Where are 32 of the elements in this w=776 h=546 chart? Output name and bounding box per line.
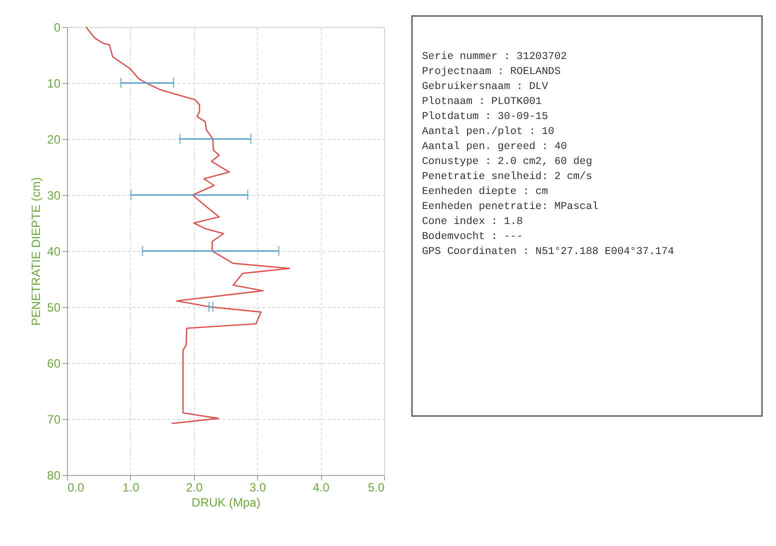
y-axis-title: PENETRATIE DIEPTE (cm): [29, 177, 44, 326]
line-series: [85, 26, 290, 424]
x-tick-label: 2.0: [186, 480, 203, 494]
text: Aantal pen. gereed : 40: [422, 141, 567, 153]
x-tick-label: 0.0: [68, 480, 85, 494]
text: Conustype : 2.0 cm2, 60 deg: [422, 156, 592, 168]
y-tick-label: 60: [47, 356, 61, 370]
text: Plotnaam : PLOTK001: [422, 96, 542, 108]
text: Eenheden penetratie: MPascal: [422, 201, 598, 213]
x-axis-title: DRUK (Mpa): [192, 496, 260, 510]
x-tick-label: 1.0: [122, 480, 140, 494]
text: Cone index : 1.8: [422, 216, 523, 228]
text: Bodemvocht : ---: [422, 231, 523, 243]
x-tick-label: 4.0: [312, 480, 330, 494]
text: Plotdatum : 30-09-15: [422, 111, 548, 123]
y-tick-label: 20: [47, 132, 61, 146]
text: Penetratie snelheid: 2 cm/s: [422, 171, 592, 183]
text: Gebruikersnaam : DLV: [422, 81, 549, 93]
y-tick-label: 50: [47, 300, 61, 314]
y-tick-label: 40: [47, 244, 61, 258]
y-tick-label: 30: [47, 188, 61, 202]
text: GPS Coordinaten : N51°27.188 E004°37.174: [422, 246, 674, 258]
text: Serie nummer : 31203702: [422, 51, 567, 63]
y-tick-label: 80: [47, 468, 61, 482]
text: Projectnaam : ROELANDS: [422, 66, 561, 78]
y-tick-label: 0: [54, 20, 61, 34]
y-tick-label: 70: [47, 412, 61, 426]
x-tick-label: 5.0: [368, 480, 385, 494]
x-tick-label: 3.0: [249, 480, 266, 494]
text: Eenheden diepte : cm: [422, 186, 548, 198]
y-tick-label: 10: [47, 76, 61, 90]
text: Aantal pen./plot : 10: [422, 126, 554, 138]
